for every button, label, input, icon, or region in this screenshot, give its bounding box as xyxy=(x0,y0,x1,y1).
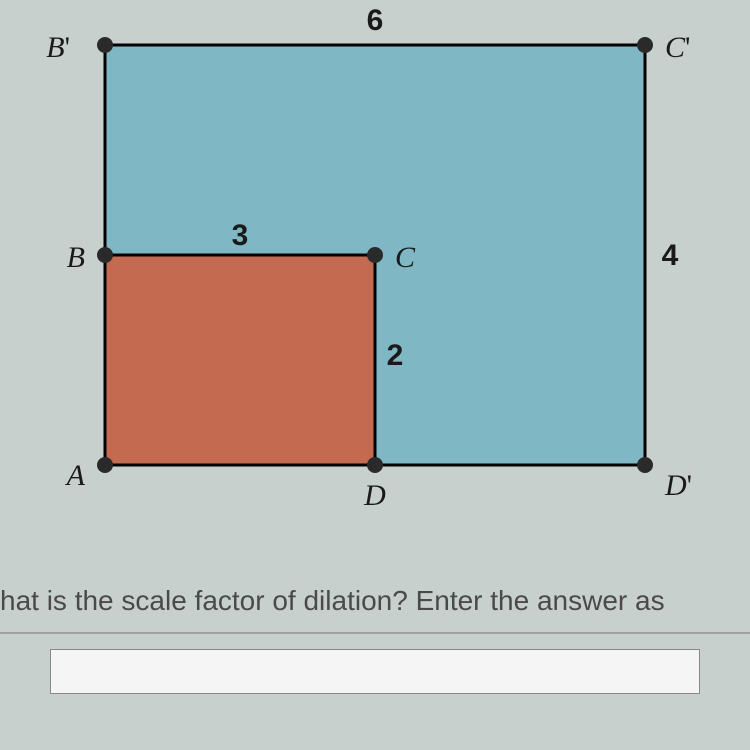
question-container: hat is the scale factor of dilation? Ent… xyxy=(0,575,750,694)
geometry-diagram: B' C' D' A B C D 6 4 3 2 xyxy=(0,0,750,560)
vertex-point-A xyxy=(97,457,113,473)
vertex-point-D_prime xyxy=(637,457,653,473)
vertex-label-D_prime: D' xyxy=(664,469,692,502)
vertex-point-B xyxy=(97,247,113,263)
vertex-point-B_prime xyxy=(97,37,113,53)
separator-line xyxy=(0,632,750,634)
vertex-label-C_prime: C' xyxy=(665,31,690,64)
dimension-label-mid_3: 3 xyxy=(232,219,249,252)
vertex-label-A: A xyxy=(65,459,86,492)
vertex-label-D: D xyxy=(363,479,386,512)
dimension-label-top_6: 6 xyxy=(367,4,384,37)
small-rectangle xyxy=(105,255,375,465)
vertex-point-C_prime xyxy=(637,37,653,53)
answer-input[interactable] xyxy=(50,649,700,694)
question-text: hat is the scale factor of dilation? Ent… xyxy=(0,575,750,632)
vertex-point-C xyxy=(367,247,383,263)
vertex-label-B_prime: B' xyxy=(46,31,70,64)
dimension-label-right_4: 4 xyxy=(662,239,679,272)
diagram-container: B' C' D' A B C D 6 4 3 2 xyxy=(0,0,750,560)
vertex-point-D xyxy=(367,457,383,473)
vertex-label-B: B xyxy=(67,241,85,274)
vertex-label-C: C xyxy=(395,241,416,274)
dimension-label-mid_2: 2 xyxy=(387,339,404,372)
